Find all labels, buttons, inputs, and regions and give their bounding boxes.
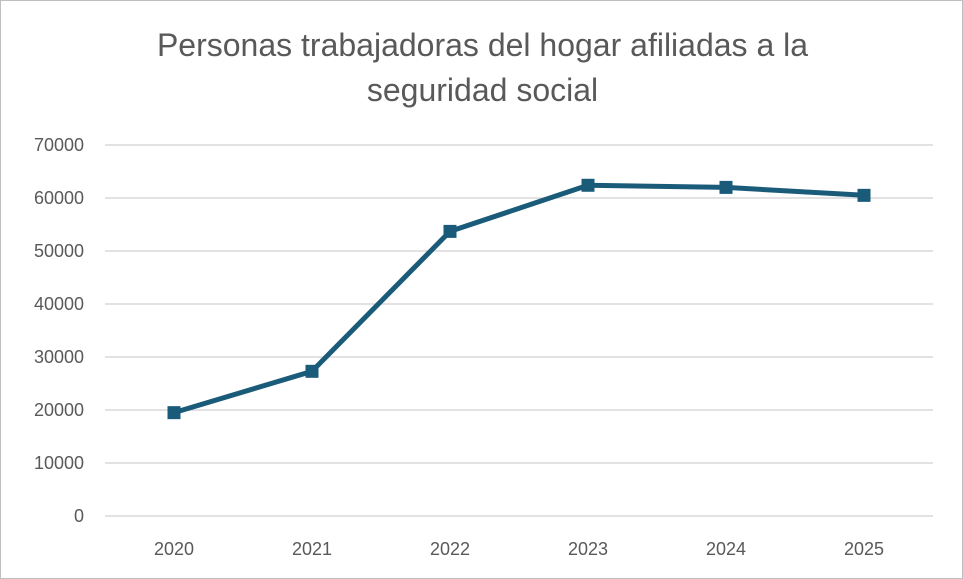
y-tick-label: 50000: [34, 241, 84, 261]
x-tick-label: 2021: [292, 539, 332, 559]
y-axis-tick-labels: 0 10000 20000 30000 40000 50000 60000 70000: [34, 135, 84, 526]
y-tick-label: 0: [74, 506, 84, 526]
data-point-marker: [305, 364, 319, 378]
y-tick-label: 10000: [34, 453, 84, 473]
y-tick-label: 20000: [34, 400, 84, 420]
series-line: [171, 182, 867, 416]
data-point-marker: [857, 188, 871, 202]
x-tick-label: 2025: [844, 539, 884, 559]
series-group: [167, 178, 871, 420]
x-tick-label: 2024: [706, 539, 746, 559]
data-point-marker: [581, 178, 595, 192]
x-tick-label: 2022: [430, 539, 470, 559]
data-point-marker: [719, 180, 733, 194]
x-tick-label: 2023: [568, 539, 608, 559]
gridlines: [105, 144, 933, 517]
y-tick-label: 30000: [34, 347, 84, 367]
y-tick-label: 40000: [34, 294, 84, 314]
data-point-marker: [443, 224, 457, 238]
x-axis-tick-labels: 2020 2021 2022 2023 2024 2025: [154, 539, 884, 559]
x-tick-label: 2020: [154, 539, 194, 559]
data-point-marker: [167, 406, 181, 420]
y-tick-label: 70000: [34, 135, 84, 155]
y-tick-label: 60000: [34, 188, 84, 208]
chart-title: Personas trabajadoras del hogar afiliada…: [156, 27, 809, 108]
